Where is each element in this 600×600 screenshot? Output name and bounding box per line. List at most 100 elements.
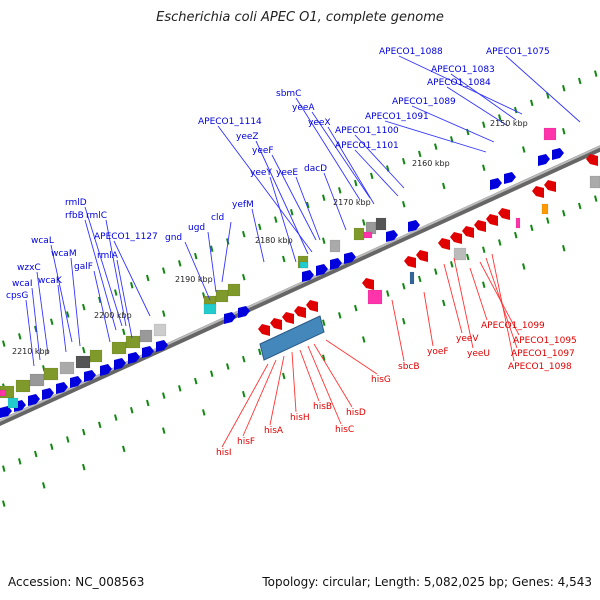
- gene-label-leader: [242, 359, 277, 437]
- gene-label: cld: [211, 213, 224, 223]
- tick-mark: [546, 217, 550, 224]
- gene-label: yeeF: [252, 146, 274, 156]
- tick-mark: [242, 355, 246, 363]
- tick-mark: [434, 268, 438, 275]
- tick-mark: [130, 407, 134, 414]
- tick-mark: [322, 237, 326, 244]
- gene-label-leader: [423, 291, 434, 347]
- tick-mark: [418, 150, 422, 158]
- gene-label-leader: [84, 219, 117, 331]
- gene-label-leader: [505, 55, 581, 123]
- feature-block: [59, 361, 75, 375]
- tick-mark: [226, 363, 230, 370]
- tick-mark: [562, 210, 566, 217]
- gene-arrow: [156, 340, 168, 352]
- gene-label: galF: [74, 262, 93, 272]
- gene-arrow: [538, 154, 550, 166]
- gene-label: hisC: [335, 425, 354, 435]
- tick-mark: [338, 312, 342, 319]
- gene-label: wcaI: [12, 279, 32, 289]
- his-operon-block: [259, 315, 325, 361]
- genome-backbone: [0, 145, 600, 427]
- tick-mark: [178, 385, 182, 392]
- tick-mark: [594, 195, 598, 202]
- gene-label-leader: [327, 126, 375, 205]
- tick-mark: [282, 255, 286, 263]
- tick-mark: [66, 436, 70, 443]
- tick-mark: [482, 121, 486, 128]
- tick-mark: [322, 319, 326, 326]
- gene-label-leader: [453, 257, 474, 349]
- tick-mark: [50, 318, 54, 325]
- tick-mark: [162, 267, 166, 274]
- tick-mark: [122, 445, 126, 453]
- gene-arrow: [128, 352, 140, 364]
- gene-arrow: [438, 238, 450, 250]
- gene-label-leader: [105, 219, 127, 327]
- tick-mark: [322, 354, 326, 361]
- feature-block: [0, 389, 7, 397]
- feature-block: [111, 341, 127, 355]
- feature-block: [409, 271, 415, 285]
- tick-mark: [514, 231, 518, 239]
- tick-mark: [354, 304, 358, 312]
- feature-block: [139, 329, 153, 343]
- tick-mark: [362, 336, 366, 343]
- gene-label: sbcB: [398, 362, 420, 372]
- tick-mark: [450, 261, 454, 268]
- gene-label-leader: [391, 299, 405, 362]
- gene-label: APECO1_1095: [513, 336, 577, 346]
- gene-label: APECO1_1099: [481, 321, 545, 331]
- kbp-tick-label: 2190 kbp: [175, 275, 213, 284]
- gene-label: APECO1_1075: [486, 47, 550, 57]
- gene-label: hisI: [216, 448, 232, 458]
- gene-arrow: [56, 382, 68, 394]
- gene-arrow: [258, 324, 270, 336]
- gene-label: yeeY: [250, 168, 272, 178]
- gene-arrow: [224, 312, 236, 324]
- tick-mark: [594, 70, 598, 77]
- gene-arrow: [238, 306, 250, 318]
- gene-label-leader: [36, 271, 49, 355]
- gene-label-leader: [398, 55, 523, 115]
- tick-mark: [562, 128, 566, 135]
- gene-label: wzxC: [17, 263, 41, 273]
- tick-mark: [442, 182, 446, 190]
- kbp-tick-label: 2210 kbp: [12, 347, 50, 356]
- kbp-tick-label: 2200 kbp: [94, 311, 132, 320]
- tick-mark: [482, 281, 486, 288]
- gene-arrow: [70, 376, 82, 388]
- tick-mark: [578, 202, 582, 210]
- tick-mark: [562, 245, 566, 252]
- gene-label-leader: [313, 343, 353, 408]
- gene-label: APECO1_1089: [392, 97, 456, 107]
- gene-arrow: [28, 394, 40, 406]
- feature-block: [125, 335, 141, 349]
- tick-mark: [18, 458, 22, 465]
- gene-label-leader: [325, 339, 378, 375]
- tick-mark: [34, 450, 38, 458]
- gene-label: APECO1_1088: [379, 47, 443, 57]
- gene-arrow: [84, 370, 96, 382]
- gene-label: APECO1_1098: [508, 362, 572, 372]
- gene-arrow: [142, 346, 154, 358]
- tick-mark: [130, 282, 134, 289]
- tick-mark: [98, 296, 102, 304]
- gene-label: APECO1_1097: [511, 349, 575, 359]
- gene-arrow: [474, 220, 486, 232]
- gene-arrow: [408, 220, 420, 232]
- feature-block: [543, 127, 557, 141]
- gene-label: rmlC: [86, 211, 107, 221]
- gene-label-leader: [25, 299, 35, 367]
- gene-arrow: [490, 178, 502, 190]
- gene-arrow: [498, 208, 510, 220]
- feature-block: [363, 231, 373, 239]
- tick-mark: [242, 273, 246, 281]
- tick-mark: [482, 164, 486, 171]
- tick-mark: [34, 325, 38, 333]
- tick-mark: [418, 275, 422, 283]
- feature-block: [353, 227, 365, 241]
- gene-label-leader: [307, 345, 342, 425]
- gene-label-leader: [295, 97, 361, 201]
- tick-mark: [354, 179, 358, 187]
